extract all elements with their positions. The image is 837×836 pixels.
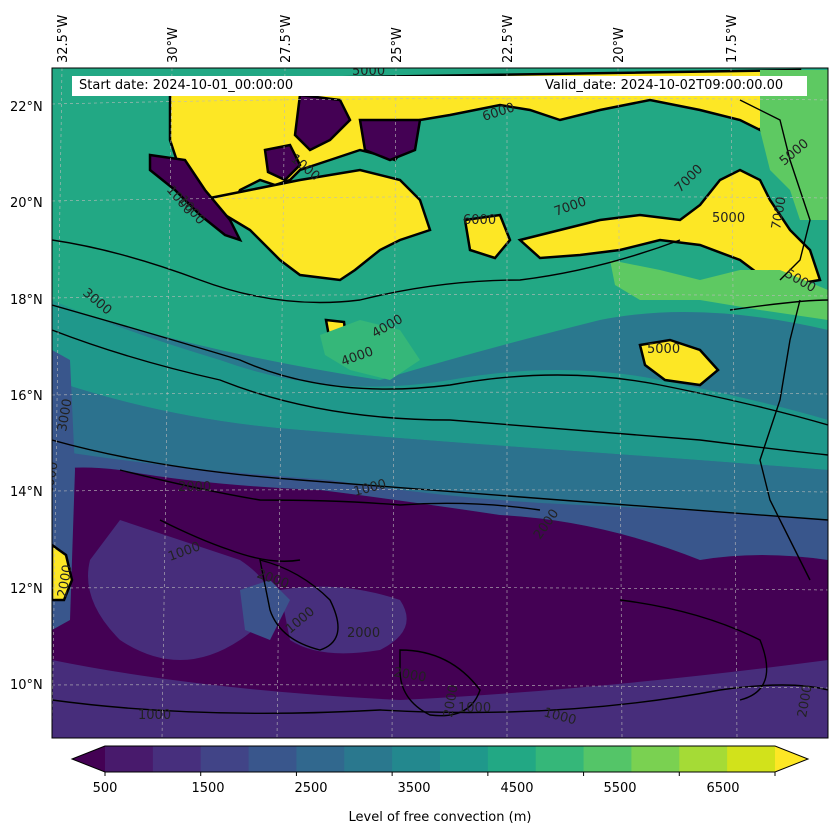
contour-label: 2000 (441, 683, 462, 718)
band-very-low-2 (52, 660, 828, 738)
colorbar-segment (200, 746, 250, 772)
colorbar-tick-label: 5500 (603, 781, 637, 796)
band-very-low (88, 520, 270, 660)
colorbar-segment (727, 746, 776, 772)
contour-label: 2000 (41, 460, 62, 495)
colorbar-segment (392, 746, 441, 772)
band-mid (52, 380, 828, 520)
colorbar-extend-high (775, 746, 808, 772)
colorbar-segment (679, 746, 728, 772)
lon-label: 17.5°W (725, 15, 740, 63)
lon-label: 20°W (612, 27, 627, 63)
region-yellow-east (517, 168, 822, 287)
colorbar-tick-label: 3500 (397, 781, 431, 796)
start-date-text: Start date: 2024-10-01_00:00:00 (79, 78, 294, 93)
map-field: 6000 5000 7000 6000 7000 5000 5000 5000 … (41, 64, 828, 738)
contour-label: 7000 (769, 195, 790, 230)
contour-label: 5000 (712, 211, 745, 226)
region-yellow-blob (638, 338, 720, 387)
lat-label: 10°N (10, 678, 43, 693)
band-lowest (52, 467, 828, 738)
colorbar (70, 745, 810, 776)
lon-label: 32.5°W (56, 15, 71, 63)
lat-label: 18°N (10, 293, 43, 308)
region-purple-4 (148, 153, 243, 243)
lat-label: 16°N (10, 389, 43, 404)
colorbar-tick-label: 2500 (294, 781, 328, 796)
colorbar-segment (296, 746, 345, 772)
contour-label: 2000 (392, 665, 427, 686)
colorbar-tick-label: 500 (92, 781, 118, 796)
region-green-mid (320, 320, 420, 380)
region-yellow-west (196, 168, 432, 282)
valid-date-text: Valid_date: 2024-10-02T09:00:00.00 (545, 78, 784, 93)
lat-label: 12°N (10, 582, 43, 597)
colorbar-segment (535, 746, 585, 772)
contour-label: 6000 (463, 213, 496, 228)
colorbar-title: Level of free convection (m) (348, 810, 532, 825)
colorbar-tick-label: 4500 (500, 781, 534, 796)
lon-label: 30°W (166, 27, 181, 63)
lon-label: 25°W (390, 27, 405, 63)
contour-label: 2000 (795, 683, 816, 718)
region-yellow-left (52, 543, 74, 602)
band-lowish-south (280, 586, 407, 654)
graticule (52, 68, 828, 738)
colorbar-segment (631, 746, 680, 772)
latitude-labels: 22°N 20°N 18°N 16°N 14°N 12°N 10°N (10, 100, 43, 693)
contour-lines (52, 99, 828, 717)
region-yellow-east-2 (463, 213, 512, 260)
longitude-labels: 32.5°W 30°W 27.5°W 25°W 22.5°W 20°W 17.5… (56, 15, 740, 63)
colorbar-tick-label: 1500 (191, 781, 225, 796)
region-green-e (610, 260, 828, 320)
contour-label: 3000 (55, 397, 76, 432)
contour-label: 5000 (352, 64, 385, 79)
lon-label: 27.5°W (279, 15, 294, 63)
contour-label: 1000 (458, 701, 491, 716)
contour-label: 1000 (138, 708, 171, 723)
region-purple-1 (293, 93, 352, 152)
colorbar-segment (105, 746, 154, 772)
colorbar-segment (440, 746, 489, 772)
contour-label: 2000 (347, 626, 380, 641)
band-low (52, 450, 828, 560)
valid-date-box: Valid_date: 2024-10-02T09:00:00.00 (540, 76, 807, 96)
colorbar-tick-label: 6500 (706, 781, 740, 796)
colorbar-extend-low (72, 746, 105, 772)
colorbar-segment (248, 746, 297, 772)
lat-label: 20°N (10, 196, 43, 211)
region-purple-2 (358, 118, 422, 162)
start-date-box: Start date: 2024-10-01_00:00:00 (72, 76, 540, 96)
contour-label: 2000 (55, 563, 76, 598)
region-green-ne (760, 70, 828, 220)
band-teal (52, 300, 828, 470)
colorbar-segment (487, 746, 537, 772)
lat-label: 22°N (10, 100, 43, 115)
region-purple-3 (263, 143, 302, 182)
contour-label: 2000 (178, 480, 211, 495)
colorbar-segment (152, 746, 202, 772)
colorbar-segment (344, 746, 393, 772)
lat-label: 14°N (10, 485, 43, 500)
map-frame (51, 67, 829, 739)
contour-label: 5000 (647, 342, 680, 357)
lon-label: 22.5°W (501, 15, 516, 63)
colorbar-segment (583, 746, 632, 772)
